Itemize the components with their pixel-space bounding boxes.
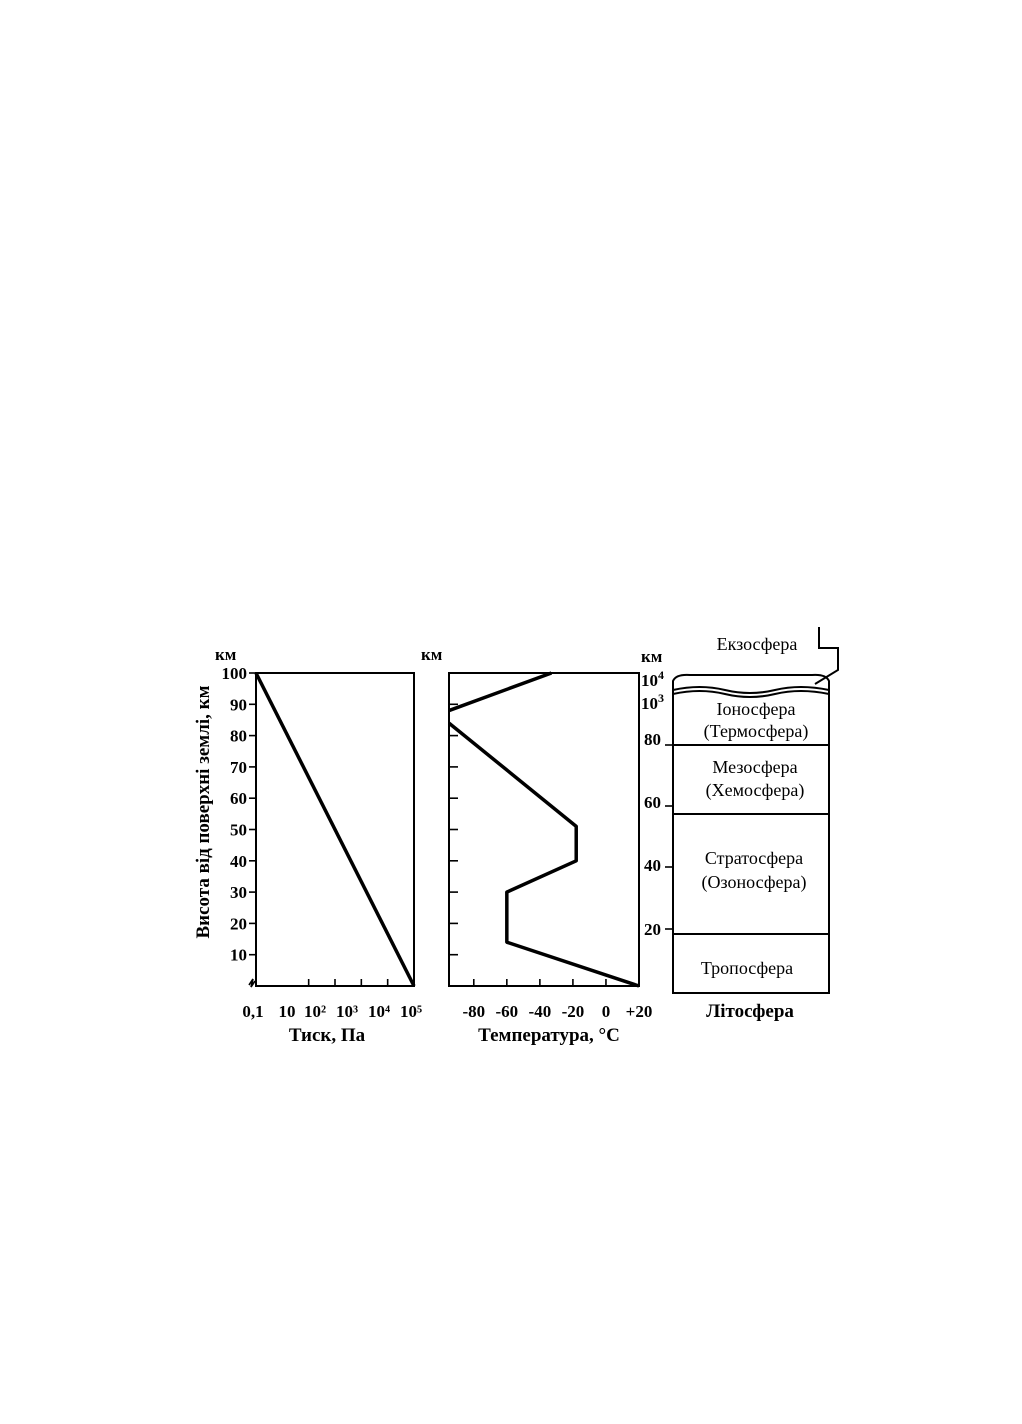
x-tick-10e2: 10² (304, 1002, 326, 1021)
layers-column: км 104 103 80 60 40 20 Екзосфера Іоносфе… (641, 627, 839, 1022)
x-tick--80: -80 (462, 1002, 485, 1021)
layer-mesosphere-alt: (Хемосфера) (706, 780, 805, 801)
height-label-40: 40 (644, 856, 661, 875)
temperature-series-line-main (447, 721, 640, 988)
y-tick-70: 70 (230, 758, 247, 777)
x-tick-10e3: 10³ (336, 1002, 358, 1021)
pressure-x-axis-label: Тиск, Па (289, 1025, 366, 1046)
layer-ionosphere: Іоносфера (717, 699, 796, 719)
height-label-80: 80 (644, 730, 661, 749)
pressure-y-unit: км (215, 645, 237, 664)
x-tick-+20: +20 (626, 1002, 653, 1021)
y-tick-40: 40 (230, 852, 247, 871)
axis-break-mark (248, 978, 256, 988)
layer-stratosphere: Стратосфера (705, 848, 803, 868)
exosphere-wavy-boundary-1 (672, 686, 830, 694)
y-tick-50: 50 (230, 821, 247, 840)
x-tick--60: -60 (495, 1002, 518, 1021)
temperature-x-axis-label: Температура, °С (478, 1025, 620, 1046)
temperature-plot-frame (448, 672, 640, 987)
temperature-series-line-upper (448, 671, 553, 713)
pressure-x-tick-labels: 0,1 10 10² 10³ 10⁴ 10⁵ (242, 1002, 422, 1021)
y-tick-100: 100 (222, 664, 248, 683)
height-label-20: 20 (644, 920, 661, 939)
pressure-plot-frame (255, 672, 415, 987)
x-tick-10: 10 (279, 1002, 296, 1021)
x-tick--40: -40 (529, 1002, 552, 1021)
height-label-10e4: 104 (641, 668, 664, 690)
y-tick-80: 80 (230, 727, 247, 746)
pressure-series-line (254, 672, 416, 987)
temperature-panel: км -80 -60 -40 -20 0 +20 Температура, °С (421, 645, 652, 1046)
layer-lithosphere: Літосфера (706, 1001, 794, 1022)
temperature-x-tick-labels: -80 -60 -40 -20 0 +20 (462, 1002, 652, 1021)
x-tick-10e5: 10⁵ (400, 1002, 422, 1021)
x-tick-0: 0 (602, 1002, 611, 1021)
y-tick-10: 10 (230, 946, 247, 965)
layer-ionosphere-alt: (Термосфера) (704, 721, 809, 742)
x-tick-10e4: 10⁴ (368, 1002, 390, 1021)
pressure-panel: км Висота від поверхні землі, км 10 20 30 4… (193, 645, 422, 1046)
y-tick-90: 90 (230, 695, 247, 714)
x-tick--20: -20 (562, 1002, 585, 1021)
y-tick-30: 30 (230, 883, 247, 902)
layer-mesosphere: Мезосфера (712, 757, 797, 777)
pressure-y-axis-label: Висота від поверхні землі, км (193, 685, 214, 938)
layer-stratosphere-alt: (Озоносфера) (702, 872, 807, 893)
y-tick-20: 20 (230, 914, 247, 933)
x-tick-0.1: 0,1 (242, 1002, 263, 1021)
layer-troposphere: Тропосфера (701, 958, 793, 978)
exosphere-bracket (814, 627, 839, 685)
temperature-y-unit: км (421, 645, 443, 664)
layers-box (672, 673, 830, 994)
layers-height-unit: км (641, 647, 663, 666)
y-tick-60: 60 (230, 789, 247, 808)
height-label-10e3: 103 (641, 691, 664, 713)
layer-exosphere: Екзосфера (717, 634, 798, 654)
exosphere-wavy-boundary-2 (672, 690, 830, 698)
height-label-60: 60 (644, 793, 661, 812)
pressure-y-tick-labels: 10 20 30 40 50 60 70 80 90 100 (222, 664, 248, 965)
